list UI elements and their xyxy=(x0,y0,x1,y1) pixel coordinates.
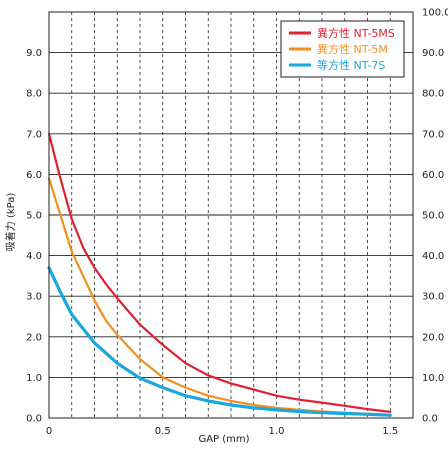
y2-tick-label: 60.0 xyxy=(422,170,444,181)
x-axis-title: GAP (mm) xyxy=(198,434,249,445)
y2-tick-label: 90.0 xyxy=(422,48,444,59)
y2-tick-label: 80.0 xyxy=(422,89,444,100)
series-line xyxy=(47,266,392,417)
y-tick-label: 6.0 xyxy=(26,170,42,181)
y-tick-label: 3.0 xyxy=(26,292,42,303)
series-line xyxy=(47,132,392,413)
y2-tick-label: 40.0 xyxy=(422,251,444,262)
x-tick-label: 1.0 xyxy=(269,426,285,437)
y2-tick-label: 10.0 xyxy=(422,373,444,384)
y-tick-label: 5.0 xyxy=(26,211,42,222)
x-tick-label: 0 xyxy=(46,426,52,437)
y2-tick-label: 0.0 xyxy=(422,414,438,425)
y2-tick-label: 100.0 xyxy=(422,8,448,19)
y-tick-label: 7.0 xyxy=(26,129,42,140)
y-tick-label: 2.0 xyxy=(26,332,42,343)
plot-frame xyxy=(48,11,414,419)
y-tick-label: 8.0 xyxy=(26,89,42,100)
axis-layer: 0.0 0.0 1.0 10.0 2.0 20.0 3.0 30.0 4.0 40.0 5.0 50.… xyxy=(26,8,448,438)
legend-label: 等方性 NT-7S xyxy=(317,58,385,72)
y2-tick-label: 20.0 xyxy=(422,332,444,343)
y2-tick-label: 50.0 xyxy=(422,211,444,222)
x-tick-label: 1.5 xyxy=(382,426,398,437)
y-axis-title: 吸着力 (kPa) xyxy=(4,193,17,252)
y-tick-label: 4.0 xyxy=(26,251,42,262)
y2-tick-label: 30.0 xyxy=(422,292,444,303)
x-tick-label: 0.5 xyxy=(155,426,171,437)
series-layer xyxy=(47,132,392,417)
y2-tick-label: 70.0 xyxy=(422,129,444,140)
y-tick-label: 9.0 xyxy=(26,48,42,59)
legend: 異方性 NT-5MS 異方性 NT-5M 等方性 NT-7S xyxy=(280,20,405,78)
legend-label: 異方性 NT-5MS xyxy=(317,26,395,40)
y-tick-label: 1.0 xyxy=(26,373,42,384)
legend-label: 異方性 NT-5M xyxy=(317,42,388,56)
y-tick-label: 0.0 xyxy=(26,414,42,425)
